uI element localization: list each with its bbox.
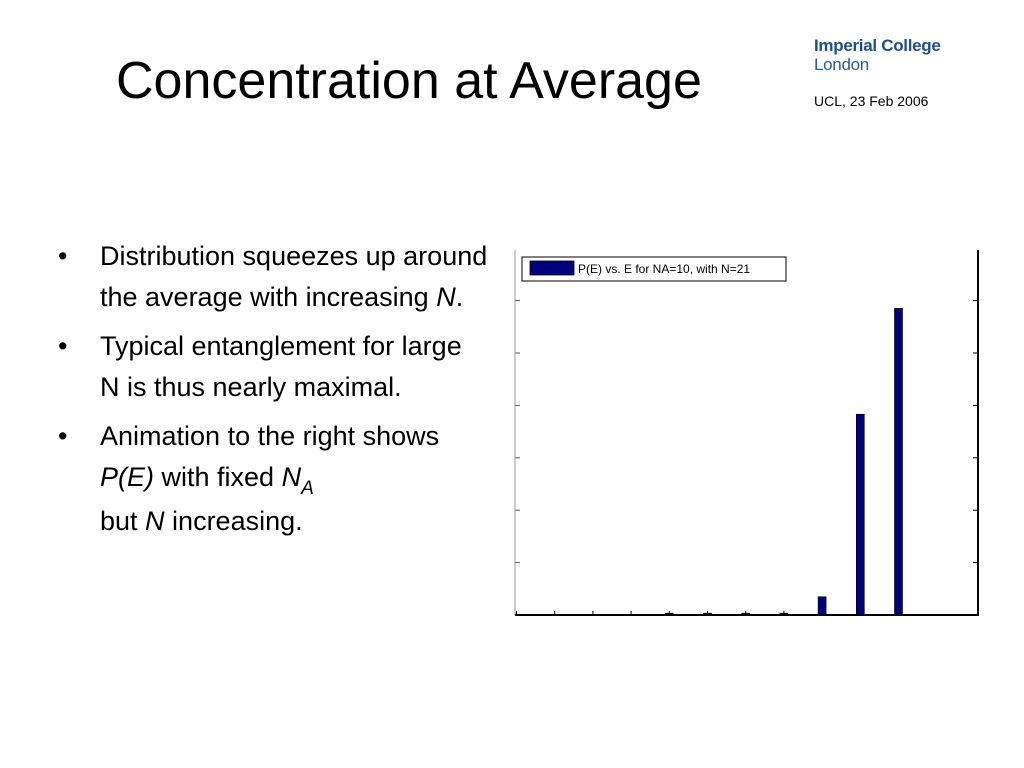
bar [855,413,865,616]
legend: P(E) vs. E for NA=10, with N=21 [521,256,787,282]
bullet-text: but [100,506,146,536]
bar-series [665,308,903,616]
bar [817,596,827,616]
bullet-item: Typical entanglement for large N is thus… [58,326,488,408]
bullet-text: with fixed [154,462,282,492]
bullet-italic: N [436,282,456,312]
bullet-item: Distribution squeezes up around the aver… [58,236,488,318]
y-ticks-left [515,300,520,564]
bullet-text: Distribution squeezes up around the aver… [100,241,488,312]
page-title: Concentration at Average [116,52,702,110]
legend-swatch [529,260,575,276]
bullet-italic: N [145,506,165,536]
bullet-item: Animation to the right shows P(E) with f… [58,416,488,542]
logo-line-2: London [814,55,869,74]
bar [894,308,903,616]
logo-line-1: Imperial College [814,36,941,55]
bullet-text: Animation to the right shows [100,421,440,451]
bullet-list: Distribution squeezes up around the aver… [58,236,488,550]
bullet-text: Typical entanglement for large N is thus… [100,331,462,402]
bullet-text: increasing. [164,506,303,536]
bullet-italic: N [281,462,302,492]
bar-chart: P(E) vs. E for NA=10, with N=21 [514,250,979,616]
legend-label: P(E) vs. E for NA=10, with N=21 [578,262,750,276]
bullet-text: . [455,282,464,312]
event-label: UCL, 23 Feb 2006 [814,93,929,109]
bullet-italic: P(E) [100,462,154,492]
imperial-college-logo: Imperial College London [814,36,941,74]
bullet-subscript: A [301,478,314,499]
